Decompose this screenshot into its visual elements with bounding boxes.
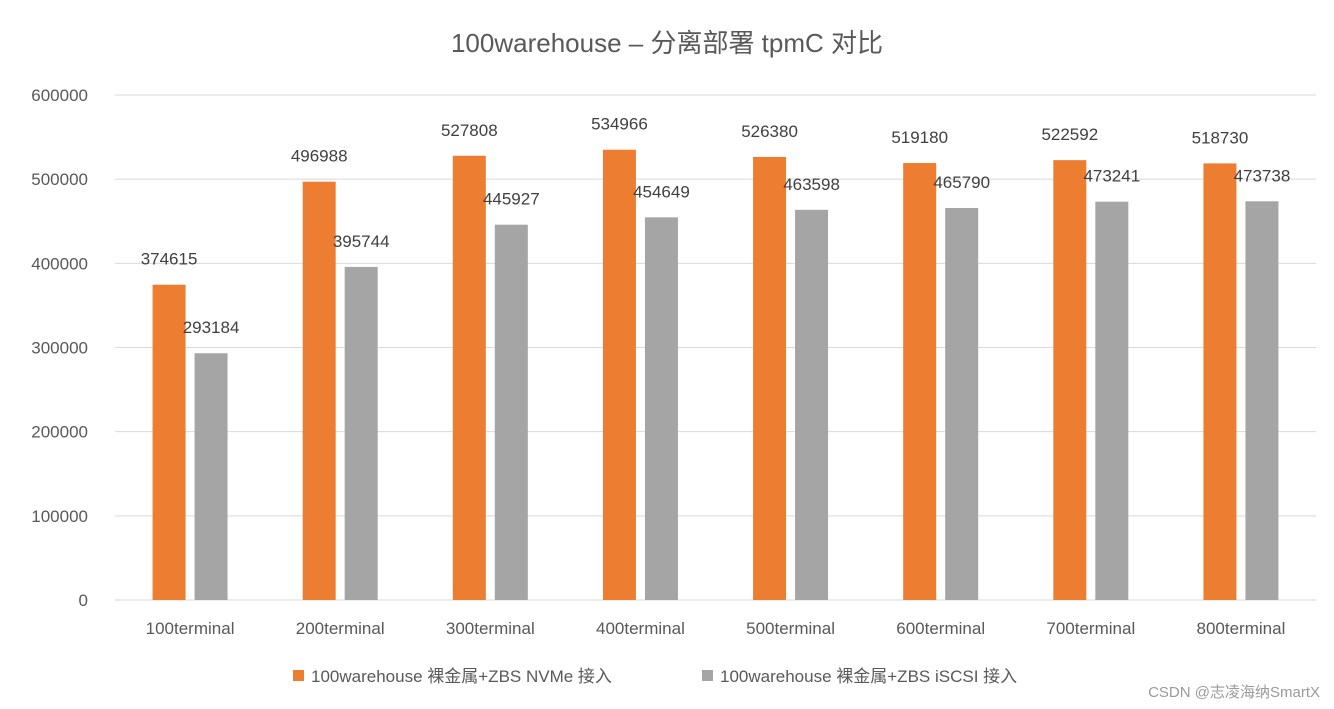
y-tick-label: 0	[79, 591, 88, 610]
data-label-nvme: 527808	[441, 121, 498, 140]
data-label-iscsi: 445927	[483, 190, 540, 209]
y-tick-label: 300000	[31, 339, 88, 358]
data-label-nvme: 534966	[591, 115, 648, 134]
legend-label-nvme: 100warehouse 裸金属+ZBS NVMe 接入	[311, 667, 612, 686]
chart-title: 100warehouse – 分离部署 tpmC 对比	[451, 28, 883, 58]
bars	[152, 149, 1279, 601]
bar-nvme	[152, 284, 186, 600]
y-tick-label: 600000	[31, 86, 88, 105]
data-label-nvme: 496988	[291, 147, 348, 166]
x-tick-label: 600terminal	[896, 619, 985, 638]
bar-iscsi	[795, 209, 829, 600]
bar-iscsi	[194, 353, 228, 600]
bar-iscsi	[644, 217, 678, 600]
legend-label-iscsi: 100warehouse 裸金属+ZBS iSCSI 接入	[720, 667, 1017, 686]
data-label-iscsi: 465790	[933, 173, 990, 192]
watermark: CSDN @志凌海纳SmartX	[1148, 684, 1320, 701]
bar-iscsi	[945, 207, 979, 600]
x-tick-label: 700terminal	[1046, 619, 1135, 638]
data-label-nvme: 374615	[141, 250, 198, 269]
bar-nvme	[1053, 160, 1087, 600]
legend-swatch-iscsi	[702, 670, 713, 681]
x-tick-label: 800terminal	[1197, 619, 1286, 638]
data-label-nvme: 518730	[1192, 128, 1249, 147]
data-label-nvme: 519180	[891, 128, 948, 147]
x-axis-ticks: 100terminal 200terminal 300terminal 400term…	[146, 619, 1286, 638]
data-labels: 374615 293184 496988 395744 527808 445927 5349…	[141, 115, 1291, 337]
legend-swatch-nvme	[293, 670, 304, 681]
data-label-iscsi: 293184	[183, 318, 240, 337]
y-tick-label: 200000	[31, 423, 88, 442]
bar-nvme	[452, 155, 486, 600]
data-label-iscsi: 463598	[783, 175, 840, 194]
bar-iscsi	[1245, 201, 1279, 601]
y-tick-label: 100000	[31, 507, 88, 526]
x-tick-label: 400terminal	[596, 619, 685, 638]
y-axis-ticks: 0 100000 200000 300000 400000 500000 600000	[31, 86, 88, 610]
bar-nvme	[753, 156, 787, 600]
y-tick-label: 500000	[31, 170, 88, 189]
data-label-iscsi: 395744	[333, 232, 390, 251]
x-tick-label: 100terminal	[146, 619, 235, 638]
bar-iscsi	[1095, 201, 1129, 600]
bar-iscsi	[344, 266, 378, 600]
data-label-iscsi: 473738	[1234, 166, 1291, 185]
bar-nvme	[1203, 163, 1237, 600]
bar-iscsi	[494, 224, 528, 601]
y-tick-label: 400000	[31, 254, 88, 273]
data-label-nvme: 526380	[741, 122, 798, 141]
x-tick-label: 200terminal	[296, 619, 385, 638]
data-label-iscsi: 454649	[633, 182, 690, 201]
legend: 100warehouse 裸金属+ZBS NVMe 接入 100warehous…	[293, 667, 1017, 686]
bar-nvme	[302, 181, 336, 600]
x-tick-label: 300terminal	[446, 619, 535, 638]
data-label-iscsi: 473241	[1083, 167, 1140, 186]
x-tick-label: 500terminal	[746, 619, 835, 638]
bar-nvme	[602, 149, 636, 601]
bar-nvme	[903, 163, 937, 600]
data-label-nvme: 522592	[1041, 125, 1098, 144]
